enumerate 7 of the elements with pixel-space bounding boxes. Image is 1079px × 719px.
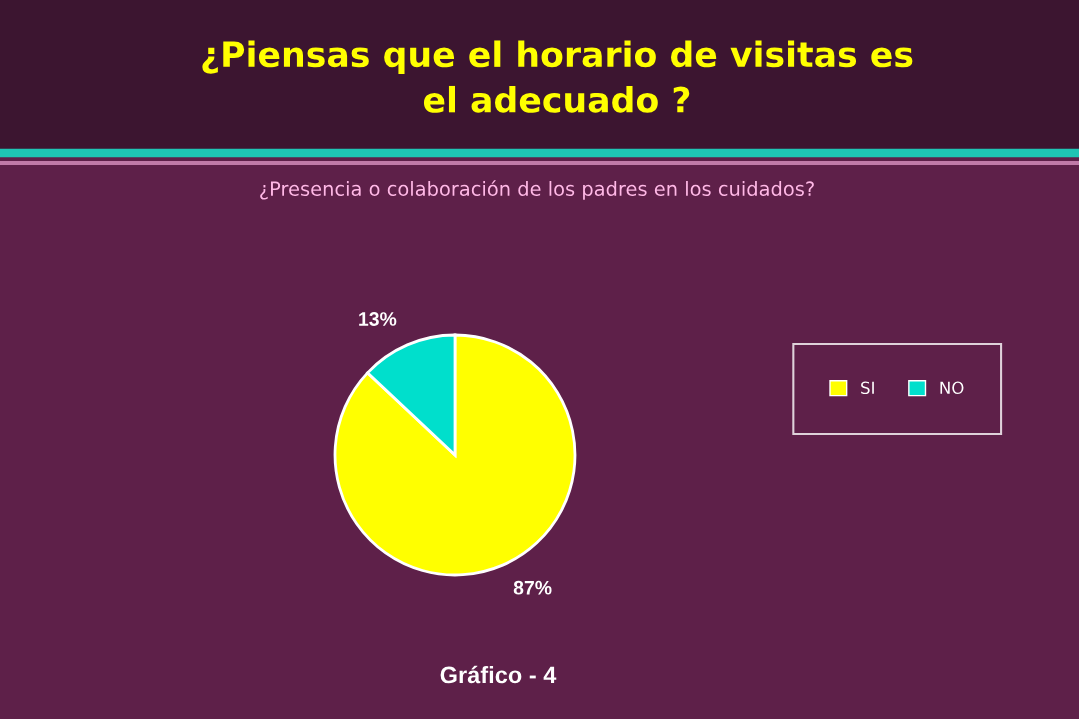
- text: Gráfico - 4: [440, 665, 557, 684]
- chart-subtitle: ¿Presencia o colaboración de los padres en los cuidados?: [260, 180, 814, 200]
- data-label: 13%: [359, 312, 397, 326]
- legend-label: NO: [940, 381, 964, 395]
- legend-label: SI: [861, 381, 874, 395]
- data-label: 87%: [513, 580, 552, 595]
- chart-title: ¿Piensas que el horario de visitas es el adecuado ?: [202, 40, 913, 113]
